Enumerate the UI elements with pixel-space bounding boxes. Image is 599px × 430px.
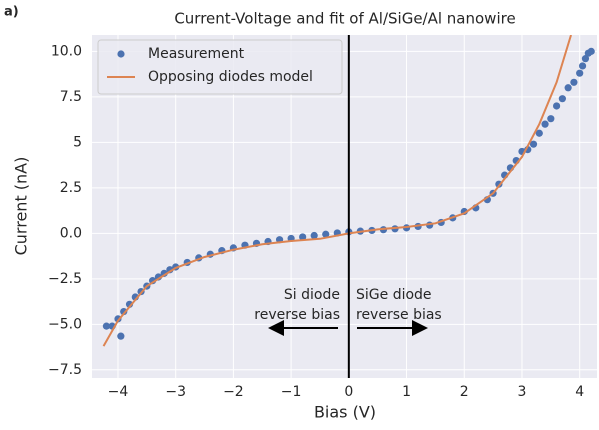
data-point <box>535 129 543 137</box>
data-point <box>102 322 111 330</box>
x-tick-label: 4 <box>575 384 584 400</box>
chart-title: Current-Voltage and fit of Al/SiGe/Al na… <box>174 10 515 28</box>
x-axis-label: Bias (V) <box>314 403 376 422</box>
data-point <box>587 47 595 55</box>
annotation-text: SiGe diode <box>356 287 432 303</box>
x-tick-label: 1 <box>402 384 411 400</box>
data-point <box>547 115 555 123</box>
y-tick-label: 10.0 <box>51 43 82 59</box>
x-tick-label: −3 <box>165 384 186 400</box>
x-tick-label: 0 <box>344 384 353 400</box>
data-point <box>558 95 566 103</box>
data-point <box>529 140 538 148</box>
data-point <box>541 120 549 128</box>
data-point <box>310 231 318 240</box>
x-tick-label: −2 <box>223 384 244 400</box>
data-point <box>578 62 587 70</box>
y-tick-label: −5.0 <box>48 316 82 332</box>
annotation-text: reverse bias <box>254 307 340 323</box>
data-point <box>322 230 330 238</box>
data-point <box>117 332 125 340</box>
y-tick-label: 5 <box>73 134 82 150</box>
y-tick-label: −7.5 <box>48 362 82 378</box>
data-point <box>120 307 128 316</box>
annotation-text: reverse bias <box>356 307 442 323</box>
legend-label: Opposing diodes model <box>148 69 313 85</box>
data-point <box>581 55 590 63</box>
y-axis-label: Current (nA) <box>12 157 31 256</box>
x-tick-label: 2 <box>460 384 469 400</box>
data-point <box>564 84 572 92</box>
legend: Measurement Opposing diodes model <box>97 39 343 95</box>
panel-label: a) <box>4 5 19 20</box>
data-point <box>299 233 307 241</box>
data-point <box>576 69 584 77</box>
y-tick-label: 0.0 <box>60 225 82 241</box>
y-tick-label: 7.5 <box>60 89 82 105</box>
x-tick-label: −1 <box>281 384 302 400</box>
x-tick-label: 3 <box>518 384 527 400</box>
y-tick-label: −2.5 <box>48 271 82 287</box>
x-tick-label: −4 <box>108 384 129 400</box>
y-tick-label: 2.5 <box>60 180 82 196</box>
legend-box <box>97 39 343 95</box>
legend-label: Measurement <box>148 46 245 62</box>
legend-marker <box>117 50 125 58</box>
data-point <box>570 78 578 86</box>
annotation: Si diode reverse bias SiGe diode reverse… <box>254 287 442 336</box>
annotation-text: Si diode <box>284 287 340 303</box>
data-point <box>553 102 561 110</box>
